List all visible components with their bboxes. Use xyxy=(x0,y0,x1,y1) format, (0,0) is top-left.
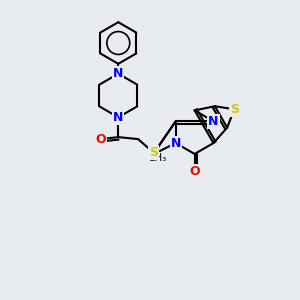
Text: S: S xyxy=(149,146,158,160)
Text: S: S xyxy=(230,103,239,116)
Text: N: N xyxy=(113,67,124,80)
Text: CH₃: CH₃ xyxy=(147,153,167,163)
Text: S: S xyxy=(149,146,158,160)
Text: O: O xyxy=(189,165,200,178)
Text: N: N xyxy=(113,111,124,124)
Text: O: O xyxy=(95,133,106,146)
Text: N: N xyxy=(170,136,181,150)
Text: N: N xyxy=(208,115,219,128)
